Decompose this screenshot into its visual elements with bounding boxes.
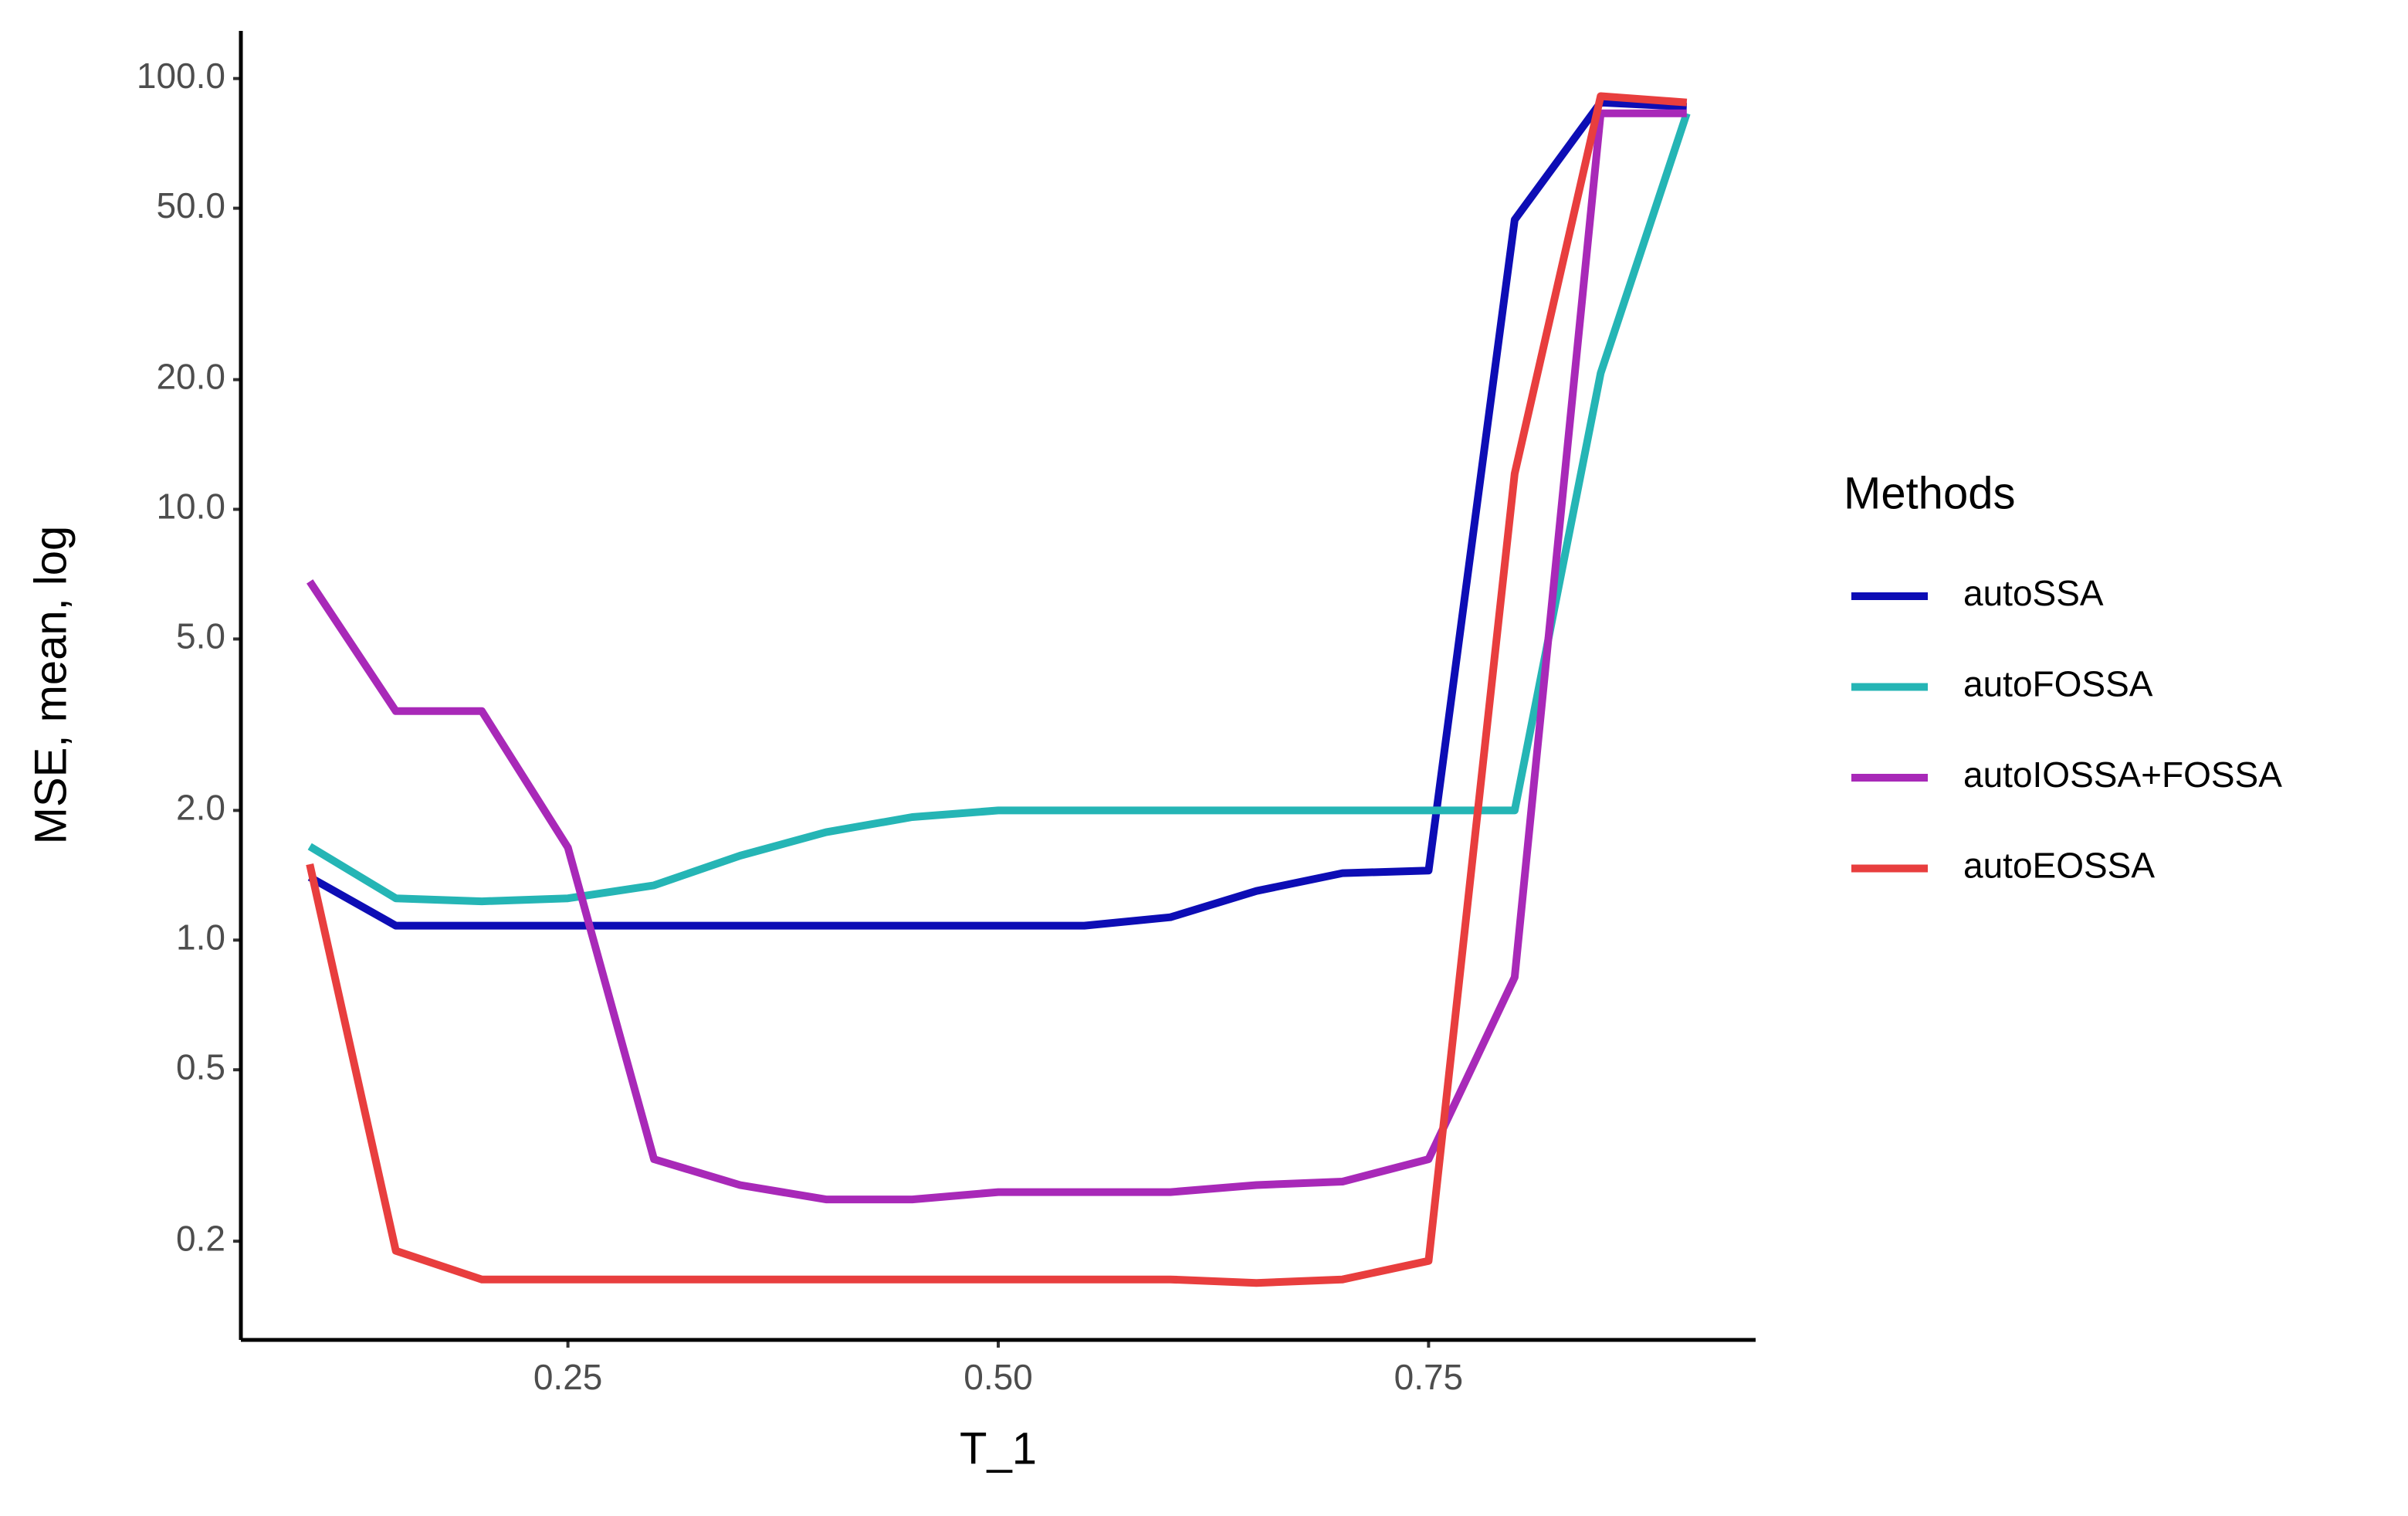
x-axis-title: T_1 xyxy=(960,1423,1037,1474)
legend-label: autoEOSSA xyxy=(1963,846,2155,886)
y-tick-label: 1.0 xyxy=(176,917,225,957)
legend-label: autoFOSSA xyxy=(1963,664,2153,704)
series-line xyxy=(307,112,1691,906)
series-line xyxy=(307,109,1687,1204)
legend-title: Methods xyxy=(1844,468,2015,518)
y-tick-label: 50.0 xyxy=(156,185,225,226)
y-tick-label: 5.0 xyxy=(176,616,225,656)
series-line xyxy=(306,92,1688,1287)
y-tick-label: 20.0 xyxy=(156,357,225,397)
x-tick-label: 0.25 xyxy=(533,1357,603,1397)
legend-label: autoIOSSA+FOSSA xyxy=(1963,755,2282,795)
y-tick-label: 100.0 xyxy=(137,56,225,96)
y-tick-label: 10.0 xyxy=(156,487,225,527)
x-tick-label: 0.50 xyxy=(964,1357,1033,1397)
y-axis-title: MSE, mean, log xyxy=(25,526,76,845)
legend-label: autoSSA xyxy=(1963,573,2104,613)
y-tick-label: 0.5 xyxy=(176,1046,225,1087)
series-line xyxy=(307,98,1688,930)
y-tick-label: 0.2 xyxy=(176,1218,225,1258)
y-tick-label: 2.0 xyxy=(176,788,225,828)
x-tick-label: 0.75 xyxy=(1394,1357,1464,1397)
